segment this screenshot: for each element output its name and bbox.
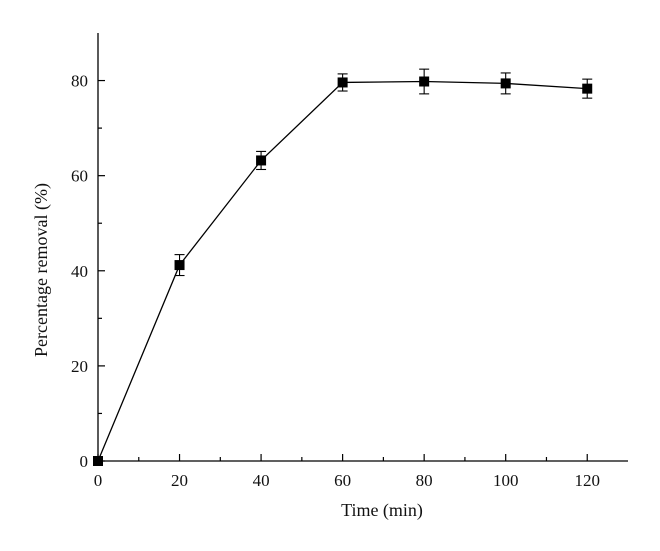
x-tick-label: 60 <box>334 471 351 490</box>
y-tick-label: 60 <box>71 167 88 186</box>
data-point <box>93 456 103 466</box>
data-point <box>419 76 430 87</box>
x-tick-label: 40 <box>253 471 270 490</box>
x-tick-label: 0 <box>94 471 103 490</box>
data-point <box>256 155 267 166</box>
x-ticks: 0 20 40 60 80 100 120 <box>94 454 600 490</box>
x-tick-label: 80 <box>416 471 433 490</box>
axes <box>97 33 628 462</box>
y-tick-label: 80 <box>71 72 88 91</box>
series-line <box>97 80 588 462</box>
y-tick-label: 0 <box>80 452 89 471</box>
y-axis-label: Percentage removal (%) <box>31 183 52 357</box>
x-tick-label: 100 <box>493 471 519 490</box>
y-tick-label: 20 <box>71 357 88 376</box>
x-tick-label: 20 <box>171 471 188 490</box>
series-layer <box>93 68 593 466</box>
y-ticks: 0 20 40 60 80 <box>71 72 105 471</box>
data-point <box>174 260 185 271</box>
y-tick-label: 40 <box>71 262 88 281</box>
data-point <box>500 78 511 89</box>
x-axis-label: Time (min) <box>341 500 423 521</box>
data-point <box>582 83 593 94</box>
data-point <box>337 77 348 88</box>
x-tick-label: 120 <box>574 471 600 490</box>
